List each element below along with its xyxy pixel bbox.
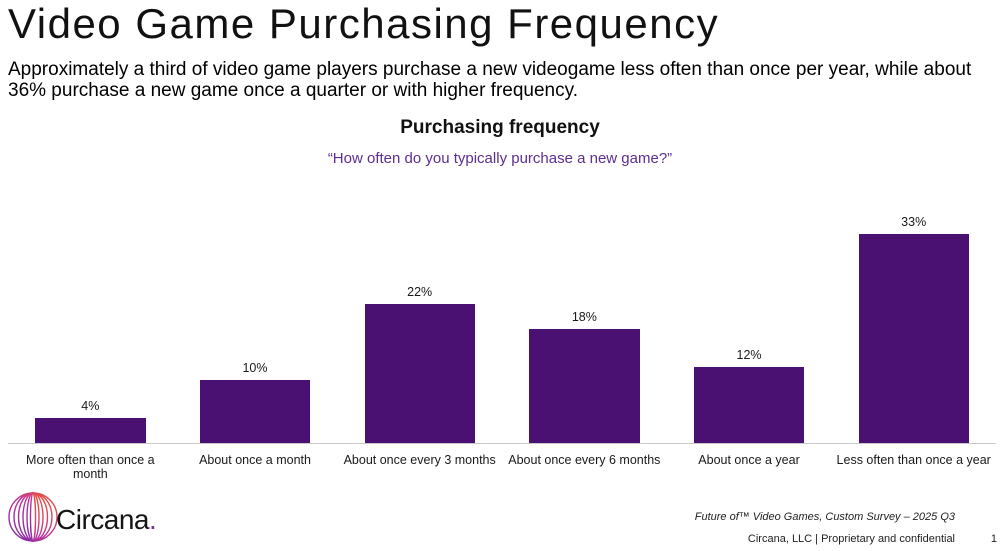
category-label: About once a year xyxy=(698,453,800,467)
bar-value-label: 4% xyxy=(81,398,100,413)
category-label: About once every 3 months xyxy=(343,453,496,467)
logo-period: . xyxy=(148,503,157,535)
circana-globe-icon xyxy=(8,491,62,548)
bar xyxy=(364,303,475,443)
category-axis: More often than once a month About once a… xyxy=(8,444,996,481)
page-title: Video Game Purchasing Frequency xyxy=(8,0,720,47)
category-label: About once every 6 months xyxy=(508,453,661,467)
bar xyxy=(529,329,640,443)
bar xyxy=(199,379,311,443)
category-label: More often than once a month xyxy=(26,453,155,481)
bar xyxy=(35,417,146,443)
footer: Circana. Future of™ Video Games, Custom … xyxy=(0,491,1000,551)
bar xyxy=(858,234,969,443)
bar-column: 10% xyxy=(173,180,338,443)
bar-column: 22% xyxy=(337,180,502,443)
intro-text: Approximately a third of video game play… xyxy=(8,59,972,102)
bar-value-label: 12% xyxy=(736,348,762,363)
page-number: 1 xyxy=(990,533,997,545)
confidential-line: Circana, LLC | Proprietary and confident… xyxy=(747,533,955,545)
chart-title: Purchasing frequency xyxy=(400,117,600,139)
bar-column: 4% xyxy=(8,180,173,443)
bar-value-label: 33% xyxy=(901,215,927,230)
chart-header: Purchasing frequency “How often do you t… xyxy=(0,117,1000,167)
category-label: Less often than once a year xyxy=(836,453,991,467)
chart-question: “How often do you typically purchase a n… xyxy=(327,150,673,168)
footer-source-block: Future of™ Video Games, Custom Survey – … xyxy=(695,511,955,545)
bar-value-label: 18% xyxy=(571,310,597,325)
source-line: Future of™ Video Games, Custom Survey – … xyxy=(694,511,955,523)
bar-chart: 4% 10% 22% 18% 12% 33% More often than once a… xyxy=(8,180,996,481)
circana-wordmark: Circana. xyxy=(56,503,157,535)
category-label: About once a month xyxy=(199,453,311,467)
bar-value-label: 10% xyxy=(242,360,268,375)
bar xyxy=(693,367,805,443)
bar-value-label: 22% xyxy=(407,284,433,299)
bar-column: 12% xyxy=(667,180,832,443)
circana-logo: Circana. xyxy=(8,491,157,548)
bar-column: 33% xyxy=(831,180,996,443)
plot-area: 4% 10% 22% 18% 12% 33% xyxy=(8,180,996,444)
bar-column: 18% xyxy=(502,180,667,443)
